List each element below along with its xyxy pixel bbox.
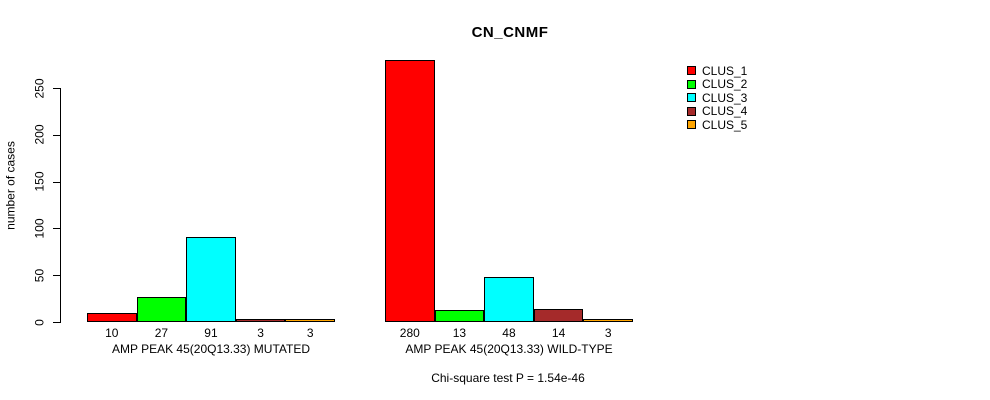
bar-value-label: 91 (204, 326, 218, 340)
bar-clus_3-group2 (484, 277, 534, 322)
y-axis-tick-label: 250 (32, 77, 47, 99)
bar-clus_2-group1 (136, 296, 187, 322)
legend-label: CLUS_4 (702, 104, 748, 119)
legend-row-clus_5: CLUS_5 (687, 118, 747, 132)
bar-clus_2-group2 (434, 309, 485, 322)
y-axis-tick-label: 0 (32, 318, 47, 326)
bar-clus_1-group1 (87, 312, 137, 322)
bar-clus_4-group2 (533, 308, 584, 322)
bar-value-label: 48 (502, 326, 516, 340)
legend-row-clus_3: CLUS_3 (687, 91, 747, 105)
bar-clus_5-group1 (285, 319, 335, 322)
legend-label: CLUS_2 (702, 77, 748, 92)
y-axis-tick-label: 150 (32, 171, 47, 192)
legend-swatch-icon (687, 66, 696, 76)
y-axis-tick (53, 88, 60, 89)
bar-value-label: 3 (604, 326, 612, 340)
bar-clus_5-group2 (583, 319, 633, 322)
y-axis-tick (53, 134, 60, 136)
bar-value-label: 10 (105, 326, 119, 340)
legend-label: CLUS_3 (702, 90, 748, 105)
legend-swatch-icon (687, 79, 696, 89)
legend-row-clus_2: CLUS_2 (687, 77, 748, 92)
legend-swatch-icon (687, 120, 696, 130)
bar-value-label: 27 (154, 326, 169, 340)
legend-swatch-icon (687, 106, 696, 116)
x-axis-group-label: AMP PEAK 45(20Q13.33) WILD-TYPE (405, 342, 613, 356)
y-axis-title: number of cases (3, 141, 18, 230)
legend: CLUS_1 CLUS_2 CLUS_3 CLUS_4 CLUS_5 (687, 64, 747, 132)
y-axis-tick (53, 228, 60, 230)
bar-value-label: 14 (551, 326, 566, 340)
bar-value-label: 280 (399, 326, 420, 340)
legend-label: CLUS_5 (702, 117, 748, 132)
legend-swatch-icon (687, 93, 696, 103)
y-axis-tick (53, 181, 60, 183)
y-axis-tick-label: 50 (32, 268, 47, 282)
y-axis-line (60, 88, 61, 323)
bar-value-label: 3 (257, 326, 264, 340)
legend-label: CLUS_1 (702, 63, 748, 78)
bar-value-label: 13 (452, 326, 467, 340)
bar-clus_4-group1 (235, 319, 286, 322)
bar-value-label: 3 (306, 326, 314, 340)
legend-row-clus_1: CLUS_1 (687, 64, 747, 78)
bar-clus_3-group1 (186, 236, 236, 322)
x-axis-group-label: AMP PEAK 45(20Q13.33) MUTATED (111, 342, 311, 356)
chart-title: CN_CNMF (471, 24, 549, 41)
y-axis-tick (53, 275, 60, 277)
y-axis-tick-label: 200 (32, 124, 47, 145)
bar-clus_1-group2 (385, 59, 435, 322)
y-axis-tick (53, 322, 60, 323)
y-axis-tick-label: 100 (32, 218, 47, 239)
legend-row-clus_4: CLUS_4 (687, 104, 748, 119)
chi-square-note: Chi-square test P = 1.54e-46 (431, 371, 585, 385)
